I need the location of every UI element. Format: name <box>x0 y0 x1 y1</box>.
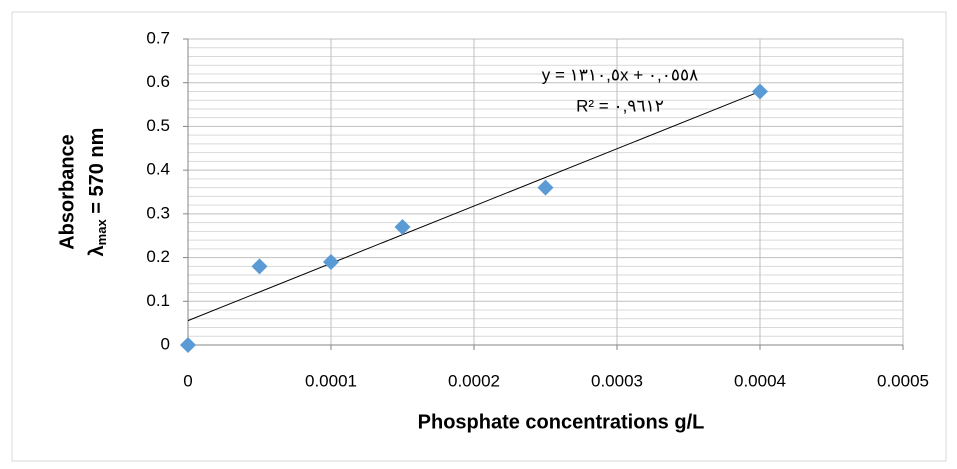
y-tick-label: 0 <box>161 334 170 353</box>
y-tick-label: 0.1 <box>146 291 170 310</box>
trendline <box>187 90 761 322</box>
x-tick-label: 0.0001 <box>305 371 357 390</box>
chart-border <box>11 11 947 462</box>
point <box>251 258 268 275</box>
point <box>537 179 554 196</box>
r-squared: R² = ٠,٩٦١٢ <box>576 96 664 115</box>
y-tick-label: 0.6 <box>146 72 170 91</box>
y-tick-label: 0.5 <box>146 116 170 135</box>
y-tick-label: 0.7 <box>146 28 170 47</box>
y-tick-label: 0.4 <box>146 160 170 179</box>
x-tick-label: 0.0002 <box>448 371 500 390</box>
lambda: λ <box>86 245 108 256</box>
grid <box>188 38 904 346</box>
point <box>323 253 339 270</box>
x-tick-label: 0 <box>183 371 192 390</box>
x-tick-label: 0.0005 <box>877 371 929 390</box>
y-tick-label: 0.2 <box>146 247 170 266</box>
y-axis-title: Absorbance <box>56 134 78 250</box>
point <box>394 218 411 235</box>
x-tick-label: 0.0004 <box>734 371 786 390</box>
point <box>180 337 196 353</box>
point <box>752 83 768 100</box>
y-tick-label: 0.3 <box>146 203 170 222</box>
unit: = 570 nm <box>86 128 108 220</box>
subscript: max <box>94 219 109 246</box>
y-axis-subtitle: λmax = 570 nm <box>86 128 109 257</box>
x-axis-title: Phosphate concentrations g/L <box>418 411 705 433</box>
x-tick-label: 0.0003 <box>591 371 643 390</box>
trend-equation: y = ١٣١٠,٥x + ٠,٠٥٥٨ <box>542 65 699 84</box>
